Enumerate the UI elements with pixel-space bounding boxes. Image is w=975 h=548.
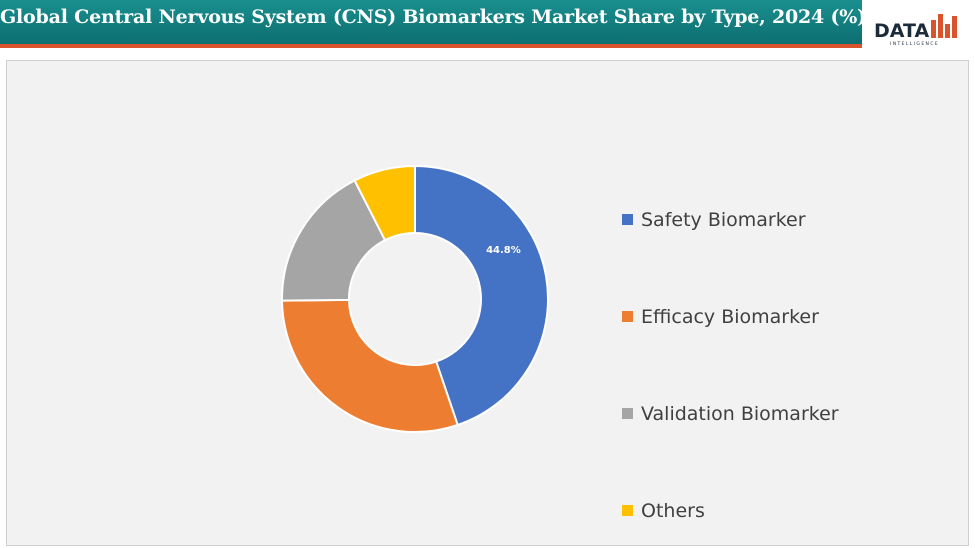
donut-slice-safety-biomarker: [414, 164, 549, 427]
data-label-safety-biomarker: 44.8%: [486, 245, 521, 256]
legend-label: Safety Biomarker: [641, 209, 806, 231]
legend-item-efficacy-biomarker: Efficacy Biomarker: [622, 306, 819, 328]
legend-label: Efficacy Biomarker: [641, 306, 819, 328]
logo-tagline: INTELLIGENCE: [890, 41, 939, 47]
chart-title: Global Central Nervous System (CNS) Biom…: [0, 6, 866, 28]
donut-slice-efficacy-biomarker: [280, 298, 459, 433]
title-bar: Global Central Nervous System (CNS) Biom…: [0, 0, 866, 48]
legend-item-safety-biomarker: Safety Biomarker: [622, 209, 806, 231]
chart-panel: 44.8% Safety Biomarker Efficacy Biomarker…: [6, 60, 969, 546]
donut-chart: 44.8%: [280, 164, 549, 433]
donut-slice-others: [353, 164, 416, 242]
legend-label: Others: [641, 500, 705, 522]
donut-slice-validation-biomarker: [281, 179, 387, 302]
legend-swatch: [622, 408, 633, 419]
legend-item-validation-biomarker: Validation Biomarker: [622, 403, 839, 425]
bar-chart-logo-icon: DATA INTELLIGENCE: [874, 14, 957, 47]
logo-word: DATA: [874, 20, 929, 42]
legend-swatch: [622, 214, 633, 225]
legend-swatch: [622, 505, 633, 516]
legend-label: Validation Biomarker: [641, 403, 839, 425]
legend-item-others: Others: [622, 500, 705, 522]
legend-swatch: [622, 311, 633, 322]
data-intelligence-logo: DATA INTELLIGENCE: [864, 0, 975, 56]
